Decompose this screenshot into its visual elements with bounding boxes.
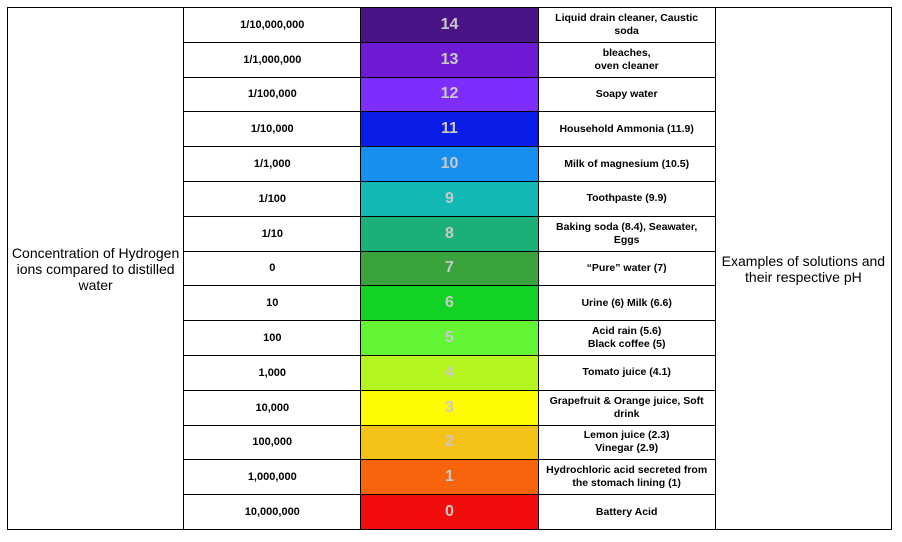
ph-row: 1/10,000 11 Household Ammonia (11.9): [8, 111, 892, 148]
concentration-value: 1/10,000,000: [183, 7, 362, 43]
example-line: Urine (6) Milk (6.6): [581, 296, 672, 309]
ph-row: 100,000 2 Lemon juice (2.3) Vinegar (2.9): [8, 424, 892, 461]
ph-value-swatch: 1: [360, 459, 539, 496]
concentration-value: 100,000: [183, 424, 362, 461]
example-solution: Liquid drain cleaner, Caustic soda: [537, 7, 716, 43]
example-line: soda: [614, 24, 639, 37]
ph-value-swatch: 2: [360, 424, 539, 461]
example-line: oven cleaner: [594, 59, 659, 72]
ph-value-swatch: 3: [360, 389, 539, 426]
concentration-value: 1/10,000: [183, 111, 362, 148]
concentration-value: 1,000: [183, 354, 362, 391]
example-line: the stomach lining (1): [572, 477, 681, 490]
ph-row: 1/10 8 Baking soda (8.4), Seawater, Eggs: [8, 215, 892, 252]
ph-row: 1,000,000 1 Hydrochloric acid secreted fro…: [8, 459, 892, 496]
concentration-value: 10,000: [183, 389, 362, 426]
concentration-value: 1/10: [183, 215, 362, 252]
ph-row: 10,000 3 Grapefruit & Orange juice, Soft dr…: [8, 389, 892, 426]
concentration-value: 10: [183, 285, 362, 322]
example-solution: Battery Acid: [537, 494, 716, 530]
ph-row: 1/100 9 Toothpaste (9.9): [8, 180, 892, 217]
ph-row: 1/100,000 12 Soapy water: [8, 76, 892, 113]
example-line: Grapefruit & Orange juice, Soft: [549, 394, 704, 407]
ph-scale-body: Concentration of Hydrogen ions compared …: [6, 7, 893, 530]
example-line: Household Ammonia (11.9): [559, 122, 694, 135]
ph-row: 100 5 Acid rain (5.6) Black coffee (5): [8, 320, 892, 356]
ph-row: 10 6 Urine (6) Milk (6.6): [8, 285, 892, 322]
example-solution: Tomato juice (4.1): [537, 354, 716, 391]
ph-value-swatch: 13: [360, 41, 539, 78]
example-line: Tomato juice (4.1): [582, 366, 671, 379]
concentration-value: 1,000,000: [183, 459, 362, 496]
example-solution: Acid rain (5.6) Black coffee (5): [537, 320, 716, 356]
example-solution: “Pure” water (7): [537, 250, 716, 287]
example-line: Black coffee (5): [587, 338, 666, 351]
example-line: Battery Acid: [595, 505, 658, 518]
concentration-axis-label: Concentration of Hydrogen ions compared …: [6, 7, 185, 530]
concentration-value: 1/100: [183, 180, 362, 217]
example-solution: Milk of magnesium (10.5): [537, 146, 716, 182]
concentration-value: 100: [183, 320, 362, 356]
example-solution: Hydrochloric acid secreted from the stoma…: [537, 459, 716, 496]
examples-axis-label: Examples of solutions and their respecti…: [714, 7, 893, 530]
example-solution: Baking soda (8.4), Seawater, Eggs: [537, 215, 716, 252]
example-line: Hydrochloric acid secreted from: [546, 464, 708, 477]
example-line: Liquid drain cleaner, Caustic: [555, 11, 699, 24]
ph-row: 10,000,000 0 Battery Acid: [8, 494, 892, 530]
ph-value-swatch: 11: [360, 111, 539, 148]
example-solution: bleaches, oven cleaner: [537, 41, 716, 78]
example-line: Soapy water: [595, 87, 658, 100]
ph-value-swatch: 10: [360, 146, 539, 182]
concentration-value: 0: [183, 250, 362, 287]
example-line: drink: [613, 407, 640, 420]
example-solution: Grapefruit & Orange juice, Soft drink: [537, 389, 716, 426]
concentration-value: 1/100,000: [183, 76, 362, 113]
ph-row: Concentration of Hydrogen ions compared …: [6, 7, 893, 530]
ph-value-swatch: 4: [360, 354, 539, 391]
example-solution: Urine (6) Milk (6.6): [537, 285, 716, 322]
concentration-value: 1/1,000,000: [183, 41, 362, 78]
ph-value-swatch: 9: [360, 180, 539, 217]
ph-row: 1,000 4 Tomato juice (4.1): [8, 354, 892, 391]
ph-value-swatch: 5: [360, 320, 539, 356]
example-solution: Soapy water: [537, 76, 716, 113]
ph-value-swatch: 12: [360, 76, 539, 113]
example-line: “Pure” water (7): [586, 261, 667, 274]
example-line: Vinegar (2.9): [595, 442, 659, 455]
example-solution: Lemon juice (2.3) Vinegar (2.9): [537, 424, 716, 461]
example-line: Milk of magnesium (10.5): [564, 157, 690, 170]
example-line: Toothpaste (9.9): [586, 192, 667, 205]
example-line: Lemon juice (2.3): [583, 429, 670, 442]
example-line: Baking soda (8.4), Seawater,: [556, 220, 698, 233]
ph-value-swatch: 14: [360, 7, 539, 43]
ph-value-swatch: 8: [360, 215, 539, 252]
example-line: bleaches,: [602, 46, 651, 59]
example-solution: Toothpaste (9.9): [537, 180, 716, 217]
ph-row: 1/1,000,000 13 bleaches, oven cleaner: [8, 41, 892, 78]
example-line: Eggs: [613, 233, 640, 246]
concentration-value: 1/1,000: [183, 146, 362, 182]
ph-row: 0 7 “Pure” water (7): [8, 250, 892, 287]
example-line: Acid rain (5.6): [591, 325, 662, 338]
example-solution: Household Ammonia (11.9): [537, 111, 716, 148]
concentration-value: 10,000,000: [183, 494, 362, 530]
ph-value-swatch: 7: [360, 250, 539, 287]
ph-value-swatch: 0: [360, 494, 539, 530]
ph-value-swatch: 6: [360, 285, 539, 322]
ph-scale-table: Concentration of Hydrogen ions compared …: [6, 7, 893, 530]
